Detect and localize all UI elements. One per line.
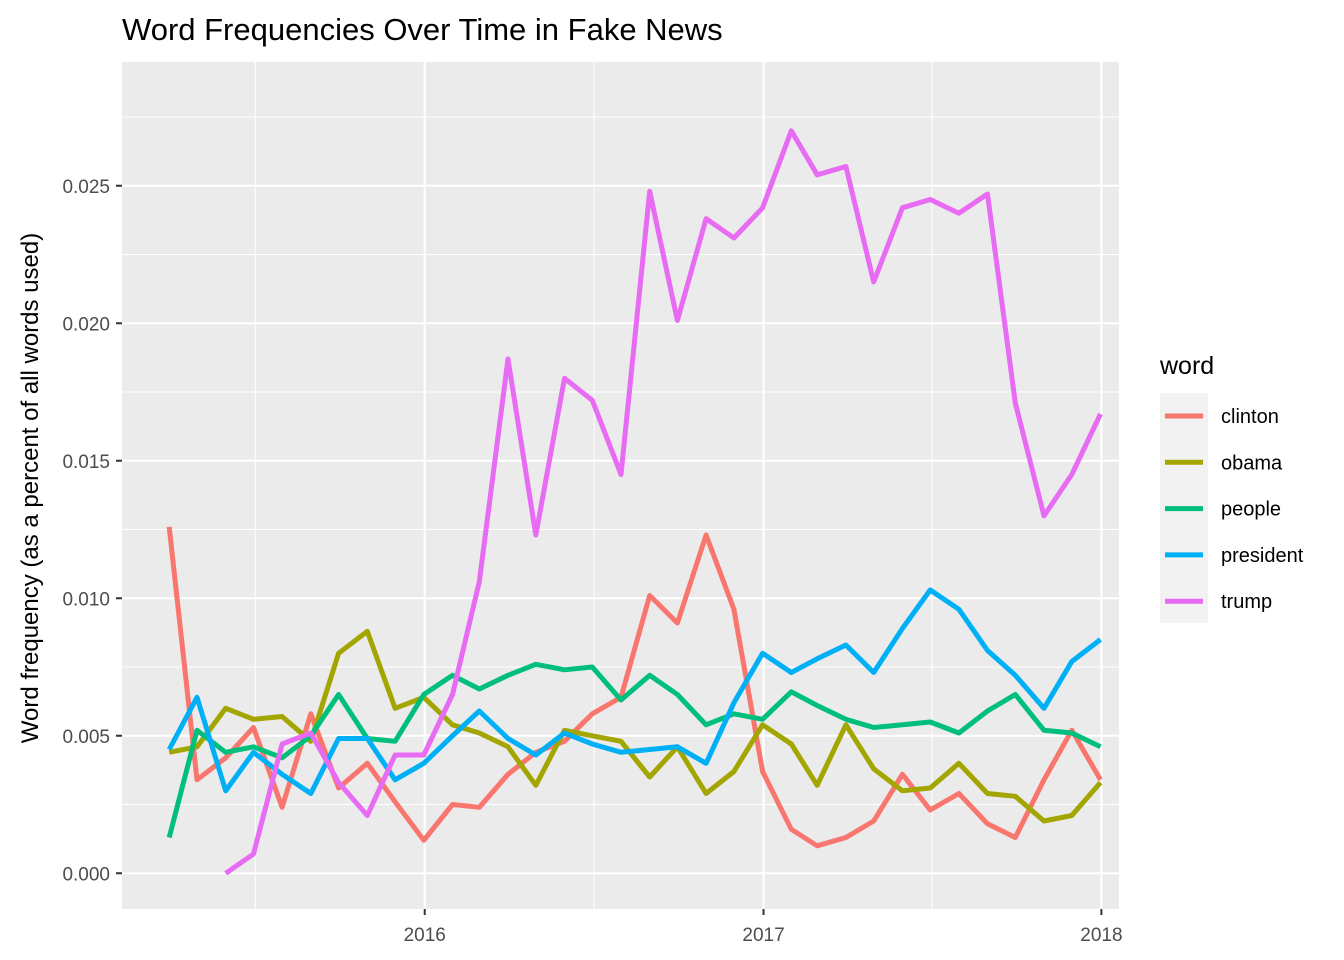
x-tick-label: 2017 <box>742 925 784 946</box>
y-tick-label: 0.025 <box>62 177 110 198</box>
y-tick-label: 0.015 <box>62 452 110 473</box>
grid-major <box>122 62 1119 909</box>
legend-label-people: people <box>1221 499 1281 521</box>
grid-minor <box>122 62 1119 909</box>
legend-label-president: president <box>1221 545 1304 567</box>
x-axis: 2016 2017 2018 <box>404 909 1123 946</box>
legend-label-clinton: clinton <box>1221 406 1279 428</box>
series-line-clinton <box>166 526 1103 849</box>
y-axis-label: Word frequency (as a percent of all word… <box>17 233 44 743</box>
chart-title: Word Frequencies Over Time in Fake News <box>122 12 723 47</box>
y-axis: 0.000 0.005 0.010 0.015 0.020 0.025 <box>62 177 122 885</box>
x-tick-label: 2018 <box>1080 925 1122 946</box>
series-line-president <box>166 587 1103 796</box>
series-line-obama <box>168 628 1103 824</box>
series-lines <box>166 128 1103 876</box>
legend-title: word <box>1159 352 1214 380</box>
y-tick-label: 0.020 <box>62 314 110 335</box>
x-tick-label: 2016 <box>404 925 446 946</box>
y-tick-label: 0.010 <box>62 589 110 610</box>
legend-label-trump: trump <box>1221 591 1272 613</box>
series-line-trump <box>224 128 1103 876</box>
legend: word clinton obama people president trump <box>1159 352 1304 623</box>
series-line-people <box>166 661 1102 839</box>
y-tick-label: 0.000 <box>62 864 110 885</box>
legend-label-obama: obama <box>1221 452 1283 474</box>
y-tick-label: 0.005 <box>62 727 110 748</box>
